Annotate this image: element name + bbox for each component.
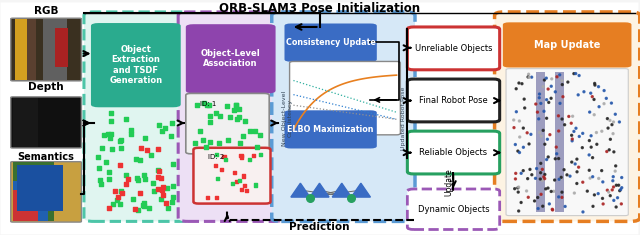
- Point: [572, 170, 582, 174]
- Point: [157, 188, 167, 192]
- Point: [518, 145, 529, 149]
- Point: [555, 73, 565, 77]
- Point: [168, 195, 179, 199]
- FancyBboxPatch shape: [289, 62, 401, 135]
- Point: [605, 137, 616, 141]
- Point: [245, 129, 255, 133]
- Text: Object-Level
Association: Object-Level Association: [201, 49, 260, 68]
- FancyBboxPatch shape: [43, 19, 67, 80]
- Point: [228, 108, 239, 112]
- Point: [236, 154, 246, 158]
- Point: [214, 141, 224, 145]
- Point: [235, 179, 245, 183]
- Point: [590, 83, 600, 87]
- Point: [541, 116, 552, 120]
- FancyBboxPatch shape: [407, 131, 500, 174]
- Point: [554, 129, 564, 133]
- Point: [509, 126, 519, 129]
- Point: [558, 95, 568, 99]
- Point: [237, 134, 248, 138]
- Point: [145, 153, 156, 157]
- Point: [516, 171, 526, 175]
- Point: [513, 209, 524, 213]
- Point: [543, 186, 553, 190]
- Point: [522, 189, 532, 193]
- Point: [562, 173, 572, 177]
- FancyBboxPatch shape: [407, 27, 500, 70]
- Text: Semantics: Semantics: [17, 152, 74, 162]
- Point: [550, 157, 561, 161]
- Text: Dynamic Objects: Dynamic Objects: [418, 205, 490, 214]
- Point: [168, 184, 179, 188]
- Point: [134, 191, 145, 195]
- Point: [559, 123, 570, 127]
- Point: [102, 132, 113, 136]
- Polygon shape: [351, 183, 371, 197]
- Point: [509, 118, 519, 122]
- Point: [117, 191, 127, 194]
- Point: [599, 102, 609, 106]
- Point: [609, 120, 619, 124]
- Point: [611, 205, 621, 209]
- Point: [585, 176, 595, 180]
- Point: [608, 179, 618, 183]
- Text: RGB: RGB: [33, 7, 58, 16]
- Point: [513, 186, 523, 190]
- Text: Reliable Objects: Reliable Objects: [419, 148, 488, 157]
- Point: [541, 98, 552, 102]
- FancyBboxPatch shape: [555, 72, 564, 212]
- Point: [516, 201, 526, 204]
- Point: [104, 206, 114, 210]
- Point: [534, 131, 545, 134]
- FancyBboxPatch shape: [495, 12, 640, 221]
- Point: [611, 164, 621, 168]
- FancyBboxPatch shape: [17, 165, 63, 211]
- Point: [593, 192, 604, 196]
- Point: [219, 154, 229, 158]
- Point: [588, 156, 598, 160]
- Point: [523, 195, 533, 199]
- Point: [537, 179, 547, 182]
- Point: [571, 72, 581, 75]
- FancyBboxPatch shape: [536, 72, 545, 212]
- Point: [540, 177, 550, 180]
- Point: [539, 175, 549, 179]
- Point: [153, 168, 163, 172]
- Point: [540, 172, 550, 176]
- Point: [248, 153, 258, 157]
- Point: [538, 204, 548, 208]
- Point: [531, 176, 541, 180]
- Point: [515, 151, 525, 154]
- Point: [104, 177, 114, 180]
- Point: [597, 196, 607, 200]
- Point: [556, 176, 566, 179]
- Point: [511, 172, 521, 175]
- Point: [543, 155, 554, 159]
- Point: [131, 157, 141, 161]
- Point: [541, 76, 552, 80]
- Point: [536, 134, 547, 138]
- FancyBboxPatch shape: [11, 97, 81, 148]
- Text: ID: 1: ID: 1: [200, 101, 217, 107]
- Point: [616, 188, 626, 192]
- Point: [166, 121, 177, 125]
- Point: [200, 145, 211, 149]
- Point: [579, 90, 589, 94]
- Point: [198, 102, 209, 105]
- Point: [606, 101, 616, 105]
- Point: [215, 114, 225, 118]
- Point: [566, 121, 577, 125]
- Point: [156, 176, 166, 180]
- Point: [594, 105, 604, 109]
- Point: [239, 174, 249, 178]
- Point: [221, 104, 232, 108]
- Point: [527, 75, 537, 79]
- Point: [593, 176, 604, 180]
- Point: [566, 160, 577, 164]
- Point: [533, 207, 543, 211]
- Point: [112, 198, 122, 202]
- Point: [525, 168, 535, 171]
- Point: [569, 191, 579, 195]
- Point: [588, 175, 598, 179]
